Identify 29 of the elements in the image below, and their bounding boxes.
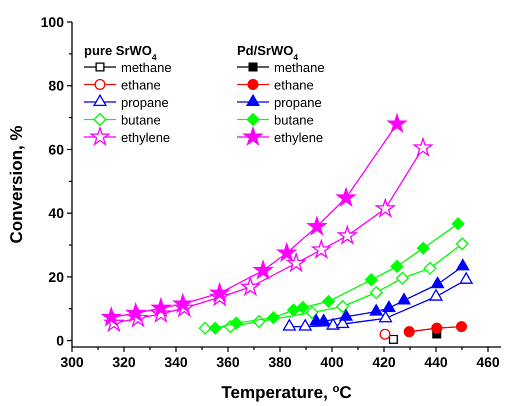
legend-label: butane	[274, 112, 314, 128]
legend-label: propane	[121, 95, 169, 110]
annotation: Pd/SrWO$_{4}$	[237, 43, 298, 62]
legend-label: ethylene	[274, 130, 324, 145]
x-tick-label: 420	[372, 354, 396, 370]
x-tick-label: 360	[216, 354, 240, 370]
legend-label: butane	[121, 112, 161, 128]
legend-label: ethane	[121, 78, 161, 92]
legend-label: methane	[121, 60, 172, 75]
y-tick-label: 20	[48, 268, 64, 285]
y-tick-label: 100	[40, 14, 64, 30]
x-tick-label: 340	[164, 354, 188, 370]
y-tick-label: 80	[48, 78, 64, 94]
legend-label: propane	[274, 95, 322, 110]
x-tick-label: 320	[112, 354, 136, 370]
legend-label: ethane	[274, 78, 314, 92]
x-tick-label: 440	[424, 354, 448, 370]
legend-label: ethylene	[121, 130, 170, 145]
y-axis-title: Conversion, %	[7, 125, 26, 244]
x-tick-label: 460	[476, 354, 500, 370]
x-tick-label: 300	[60, 354, 84, 370]
y-tick-label: 60	[48, 141, 64, 158]
x-axis-title: Temperature, $^{o}$C	[221, 383, 352, 402]
annotation: pure SrWO$_{4}$	[84, 43, 157, 62]
y-tick-label: 40	[48, 205, 64, 222]
y-tick-label: 0	[56, 332, 64, 349]
x-tick-label: 400	[320, 354, 344, 370]
legend-label: methane	[274, 60, 325, 75]
x-tick-label: 380	[268, 354, 292, 370]
